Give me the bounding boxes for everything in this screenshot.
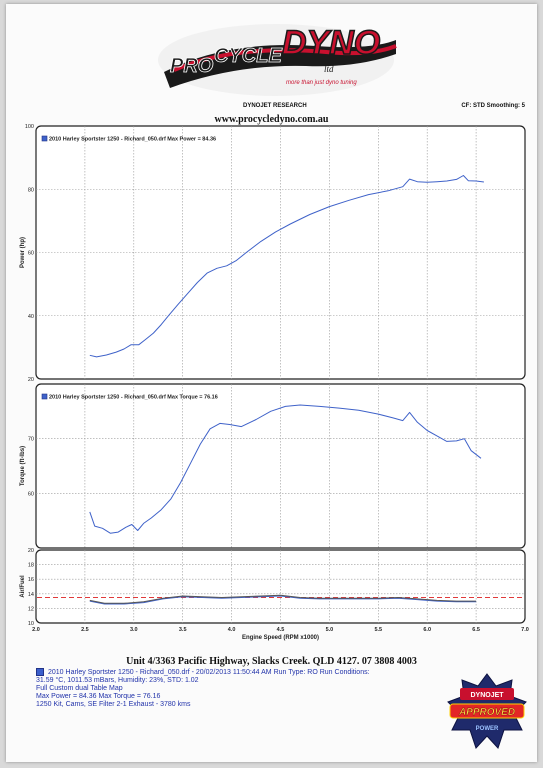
series-line-1 — [89, 594, 477, 604]
y-tick-label: 12 — [28, 606, 34, 612]
procycle-dyno-logo: PRO CYCLE DYNO ltd more than just dyno t… — [158, 23, 397, 96]
run-description: 2010 Harley Sportster 1250 - Richard_050… — [48, 668, 370, 676]
correction-settings: CF: STD Smoothing: 5 — [461, 103, 525, 109]
series-line-0 — [89, 595, 477, 605]
y-axis-label: Power (hp) — [20, 237, 26, 268]
x-tick-label: 4.0 — [228, 627, 236, 633]
y-tick-label: 40 — [28, 314, 34, 320]
x-tick-label: 3.0 — [130, 627, 138, 633]
y-tick-label: 60 — [28, 491, 34, 497]
shop-address: Unit 4/3363 Pacific Highway, Slacks Cree… — [126, 656, 417, 667]
dyno-sheet: PRO CYCLE DYNO ltd more than just dyno t… — [6, 4, 537, 762]
run-conditions: 31.59 °C, 1011.53 mBars, Humidity: 23%, … — [36, 676, 199, 684]
x-tick-label: 5.5 — [374, 627, 382, 633]
logo-tagline: more than just dyno tuning — [286, 80, 357, 86]
report-header: DYNOJET RESEARCH CF: STD Smoothing: 5 — [6, 103, 537, 115]
run-info: 2010 Harley Sportster 1250 - Richard_050… — [36, 668, 456, 709]
tune-map: Full Custom dual Table Map — [36, 684, 123, 692]
y-tick-label: 18 — [28, 563, 34, 569]
x-tick-label: 6.5 — [472, 627, 480, 633]
dynojet-brand: DYNOJET RESEARCH — [243, 103, 307, 109]
y-axis-label: Torque (ft-lbs) — [20, 446, 26, 486]
y-tick-label: 10 — [28, 621, 34, 627]
chart-title: 2010 Harley Sportster 1250 - Richard_050… — [49, 395, 218, 401]
y-tick-label: 60 — [28, 251, 34, 257]
website-url: www.procycledyno.com.au — [214, 114, 329, 125]
logo-pro-text: PRO — [170, 55, 214, 77]
max-values: Max Power = 84.36 Max Torque = 76.16 — [36, 692, 161, 700]
badge-top-text: DYNOJET — [470, 692, 504, 699]
legend-swatch — [41, 393, 48, 400]
y-tick-label: 20 — [28, 377, 34, 383]
legend-swatch — [41, 135, 48, 142]
chart-title: 2010 Harley Sportster 1250 - Richard_050… — [49, 137, 216, 143]
x-tick-label: 5.0 — [326, 627, 334, 633]
y-tick-label: 16 — [28, 577, 34, 583]
series-line-0 — [89, 404, 482, 534]
logo-ltd-text: ltd — [324, 64, 334, 74]
badge-top-band — [460, 688, 514, 700]
x-tick-label: 6.0 — [423, 627, 431, 633]
bike-mods: 1250 Kit, Cams, SE Filter 2-1 Exhaust - … — [36, 700, 191, 708]
logo-red-stripe — [173, 44, 397, 72]
afr-chart: 10 12 14 16 18 20 Air/Fuel 2.0 2.5 3.0 3.5 4.0 4.5 5.… — [20, 548, 529, 641]
y-axis-label: Air/Fuel — [20, 575, 26, 598]
x-tick-label: 2.0 — [32, 627, 40, 633]
badge-bottom-text: POWER — [476, 726, 499, 732]
series-line-0 — [89, 175, 484, 358]
y-tick-label: 20 — [28, 548, 34, 554]
dynojet-approved-badge: DYNOJET APPROVED POWER — [447, 673, 527, 749]
dyno-plots: 20 40 60 80 100 Power (hp) 2010 Harley Sportst… — [20, 124, 529, 641]
y-tick-label: 100 — [25, 124, 34, 130]
x-tick-label: 7.0 — [521, 627, 529, 633]
logo-cycle-text: CYCLE — [214, 45, 282, 67]
logo-dyno-text: DYNO — [282, 24, 380, 62]
x-tick-label: 3.5 — [179, 627, 187, 633]
badge-word-band — [449, 703, 525, 719]
badge-approved-text: APPROVED — [458, 707, 515, 718]
x-axis-label: Engine Speed (RPM x1000) — [242, 635, 319, 641]
run-color-swatch — [36, 668, 44, 676]
y-tick-label: 14 — [28, 592, 34, 598]
y-tick-label: 70 — [28, 437, 34, 443]
run-info-line-1: 2010 Harley Sportster 1250 - Richard_050… — [36, 668, 456, 677]
y-tick-label: 80 — [28, 187, 34, 193]
x-tick-label: 4.5 — [277, 627, 285, 633]
x-tick-label: 2.5 — [81, 627, 89, 633]
power-chart: 20 40 60 80 100 Power (hp) 2010 Harley Sportst… — [20, 124, 526, 383]
